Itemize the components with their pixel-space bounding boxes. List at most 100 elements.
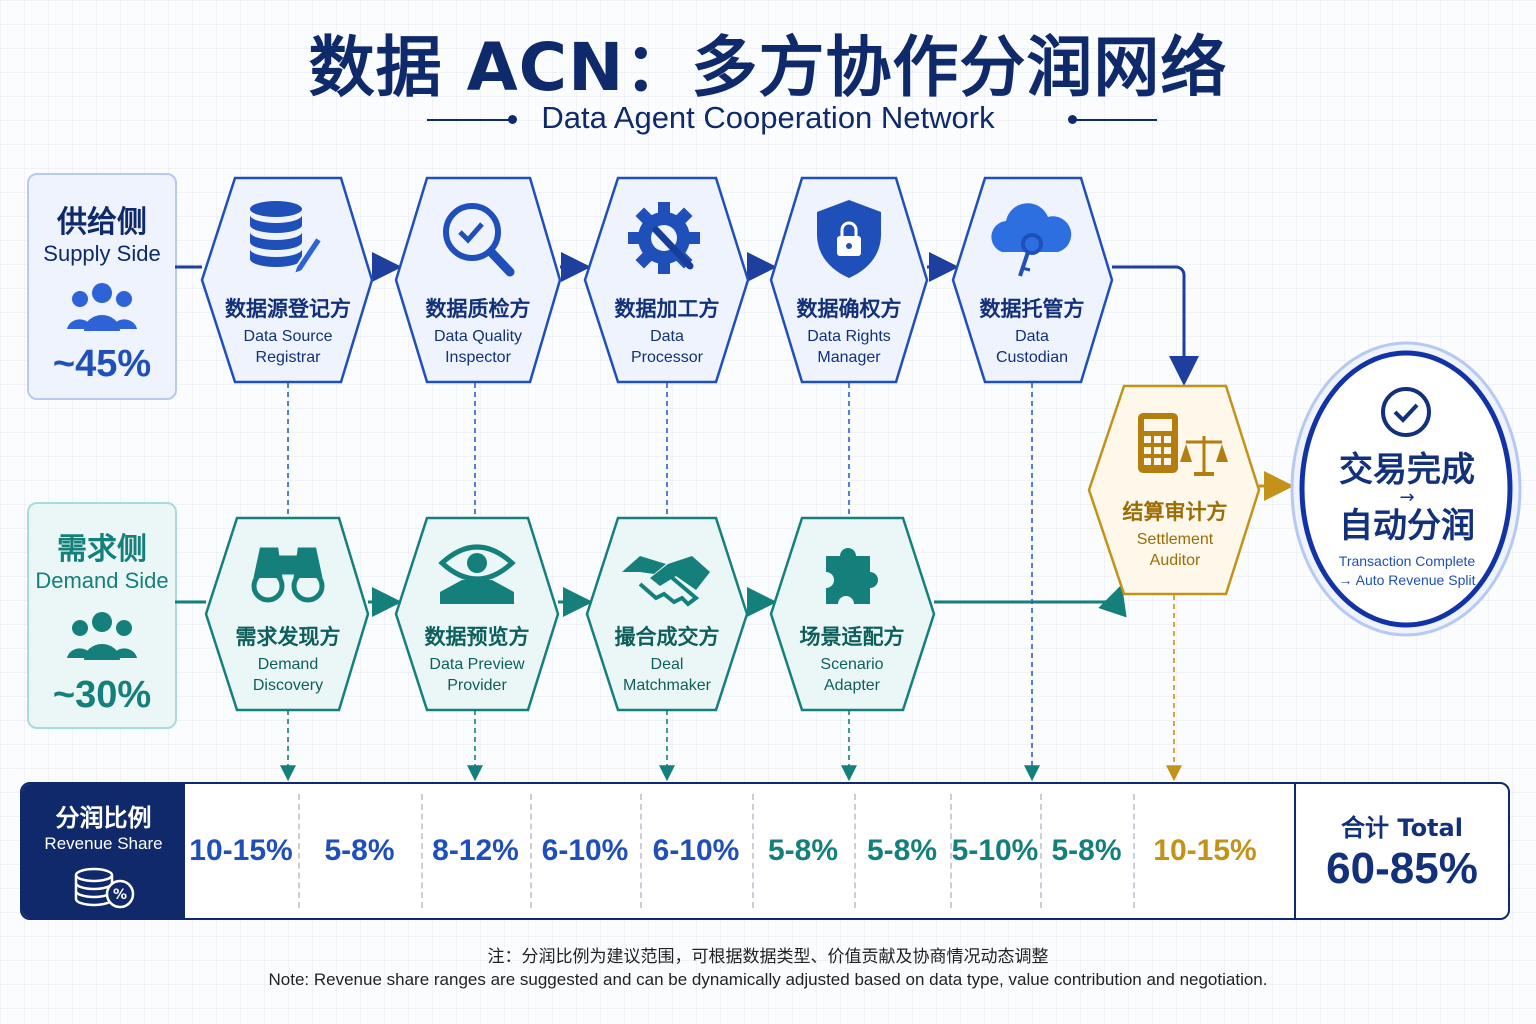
hex-supply-5	[951, 176, 1114, 384]
subtitle-right-rule	[1075, 119, 1157, 121]
revenue-cell: 6-10%	[652, 834, 740, 867]
hex-demand-3	[585, 516, 749, 712]
role-data-custodian: 数据托管方 Data Custodian	[960, 296, 1104, 368]
role-en-line: Provider	[447, 677, 507, 694]
shield-lock-icon	[817, 200, 881, 278]
revenue-cell: 5-8%	[866, 834, 938, 867]
role-cn: 数据质检方	[425, 297, 531, 321]
role-demand-discovery: 需求发现方 Demand Discovery	[214, 624, 362, 696]
role-en-line: Data	[1015, 328, 1049, 345]
role-cn: 数据确权方	[796, 297, 902, 321]
role-en-line: Data	[650, 328, 684, 345]
role-cn: 撮合成交方	[614, 625, 720, 649]
role-en-line: Adapter	[823, 677, 881, 694]
people-group-icon	[67, 612, 137, 660]
binoculars-icon	[251, 547, 325, 603]
revenue-share-label: 分润比例	[55, 804, 152, 832]
eye-icon	[438, 544, 516, 604]
note-cn: 注：分润比例为建议范围，可根据数据类型、价值贡献及协商情况动态调整	[487, 947, 1049, 967]
role-cn: 数据加工方	[614, 297, 720, 321]
calculator-scale-icon	[1138, 413, 1228, 476]
revenue-divider	[421, 794, 423, 908]
hex-supply-2	[394, 176, 562, 384]
final-node-cn-line1: 交易完成	[1339, 450, 1475, 490]
hex-demand-1	[204, 516, 370, 712]
role-cn: 数据源登记方	[225, 297, 351, 321]
revenue-cell: 5-8%	[1051, 834, 1122, 867]
revenue-divider	[752, 794, 754, 908]
revenue-divider	[1040, 794, 1042, 908]
gear-wrench-icon	[628, 202, 700, 274]
handshake-icon	[622, 556, 710, 607]
revenue-total-value: 60-85%	[1326, 844, 1478, 893]
note-en: Note: Revenue share ranges are suggested…	[268, 970, 1268, 989]
hex-supply-3	[583, 176, 750, 384]
subtitle-left-dot	[508, 115, 517, 124]
role-en-line: Auditor	[1149, 552, 1201, 569]
role-data-processor: 数据加工方 Data Processor	[593, 296, 741, 368]
page-subtitle: Data Agent Cooperation Network	[541, 100, 995, 135]
people-group-icon	[67, 283, 137, 331]
role-data-quality-inspector: 数据质检方 Data Quality Inspector	[404, 296, 552, 368]
role-deal-matchmaker: 撮合成交方 Deal Matchmaker	[593, 624, 741, 696]
role-en-line: Custodian	[995, 349, 1069, 366]
revenue-cell: 8-12%	[432, 834, 519, 867]
demand-side-label-en: Demand Side	[35, 568, 169, 593]
supply-side-box: 供给侧 Supply Side ~45%	[27, 173, 177, 400]
role-cn: 场景适配方	[799, 625, 905, 649]
supply-side-label-en: Supply Side	[43, 241, 161, 266]
role-en-line: Deal	[650, 656, 684, 673]
role-en-line: Discovery	[252, 677, 324, 694]
role-en-line: Data Preview	[429, 656, 525, 673]
role-en-line: Data Quality	[433, 328, 523, 345]
revenue-divider	[530, 794, 532, 908]
demand-side-share: ~30%	[52, 674, 152, 716]
role-en-line: Matchmaker	[622, 677, 712, 694]
revenue-cell: 10-15%	[189, 834, 293, 867]
revenue-share-table: 分润比例 Revenue Share % 10-15% 5-8% 8-12% 6…	[20, 782, 1510, 920]
final-node-cn-line2: 自动分润	[1339, 506, 1475, 546]
role-en-line: Data Rights	[807, 328, 891, 345]
svg-text:%: %	[113, 887, 127, 903]
role-en-line: Manager	[817, 349, 881, 366]
role-en-line: Processor	[630, 349, 704, 366]
final-node: 交易完成 → 自动分润 Transaction Complete → Auto …	[1300, 450, 1514, 590]
role-en-line: Scenario	[820, 656, 884, 673]
role-data-source-registrar: 数据源登记方 Data Source Registrar	[212, 296, 364, 368]
subtitle-right-dot	[1068, 115, 1077, 124]
revenue-divider	[298, 794, 300, 908]
revenue-divider	[950, 794, 952, 908]
role-en-line: Demand	[257, 656, 319, 673]
hex-demand-2	[394, 516, 560, 712]
revenue-cell: 5-8%	[767, 834, 839, 867]
role-scenario-adapter: 场景适配方 Scenario Adapter	[778, 624, 926, 696]
revenue-share-label-en: Revenue Share	[44, 834, 163, 853]
database-pencil-icon	[250, 201, 324, 276]
role-cn: 结算审计方	[1122, 500, 1228, 524]
coins-percent-icon: %	[74, 867, 135, 909]
demand-side-label: 需求侧	[57, 532, 147, 567]
role-en-line: Settlement	[1136, 531, 1214, 548]
revenue-divider	[1133, 794, 1135, 908]
hex-demand-4	[769, 516, 936, 712]
hex-auditor	[1087, 384, 1261, 596]
page-title: 数据 ACN：多方协作分润网络	[308, 29, 1228, 106]
final-node-en-line2: → Auto Revenue Split	[1338, 572, 1476, 588]
revenue-cell: 5-10%	[951, 834, 1039, 867]
cloud-key-icon	[991, 203, 1072, 277]
revenue-cell: 10-15%	[1153, 834, 1257, 867]
check-circle-icon	[1381, 387, 1431, 437]
role-en-line: Inspector	[445, 349, 511, 366]
hex-supply-4	[769, 176, 929, 384]
revenue-cell: 6-10%	[541, 834, 629, 867]
demand-side-box: 需求侧 Demand Side ~30%	[27, 502, 177, 729]
final-node-en-line1: Transaction Complete	[1338, 553, 1476, 569]
supply-side-label: 供给侧	[57, 205, 147, 240]
revenue-total-divider	[1294, 784, 1296, 918]
role-cn: 需求发现方	[235, 625, 341, 649]
role-en-line: Data Source	[243, 328, 333, 345]
puzzle-icon	[826, 548, 878, 604]
hex-supply-1	[200, 176, 374, 384]
final-node-arrow: →	[1399, 487, 1415, 508]
